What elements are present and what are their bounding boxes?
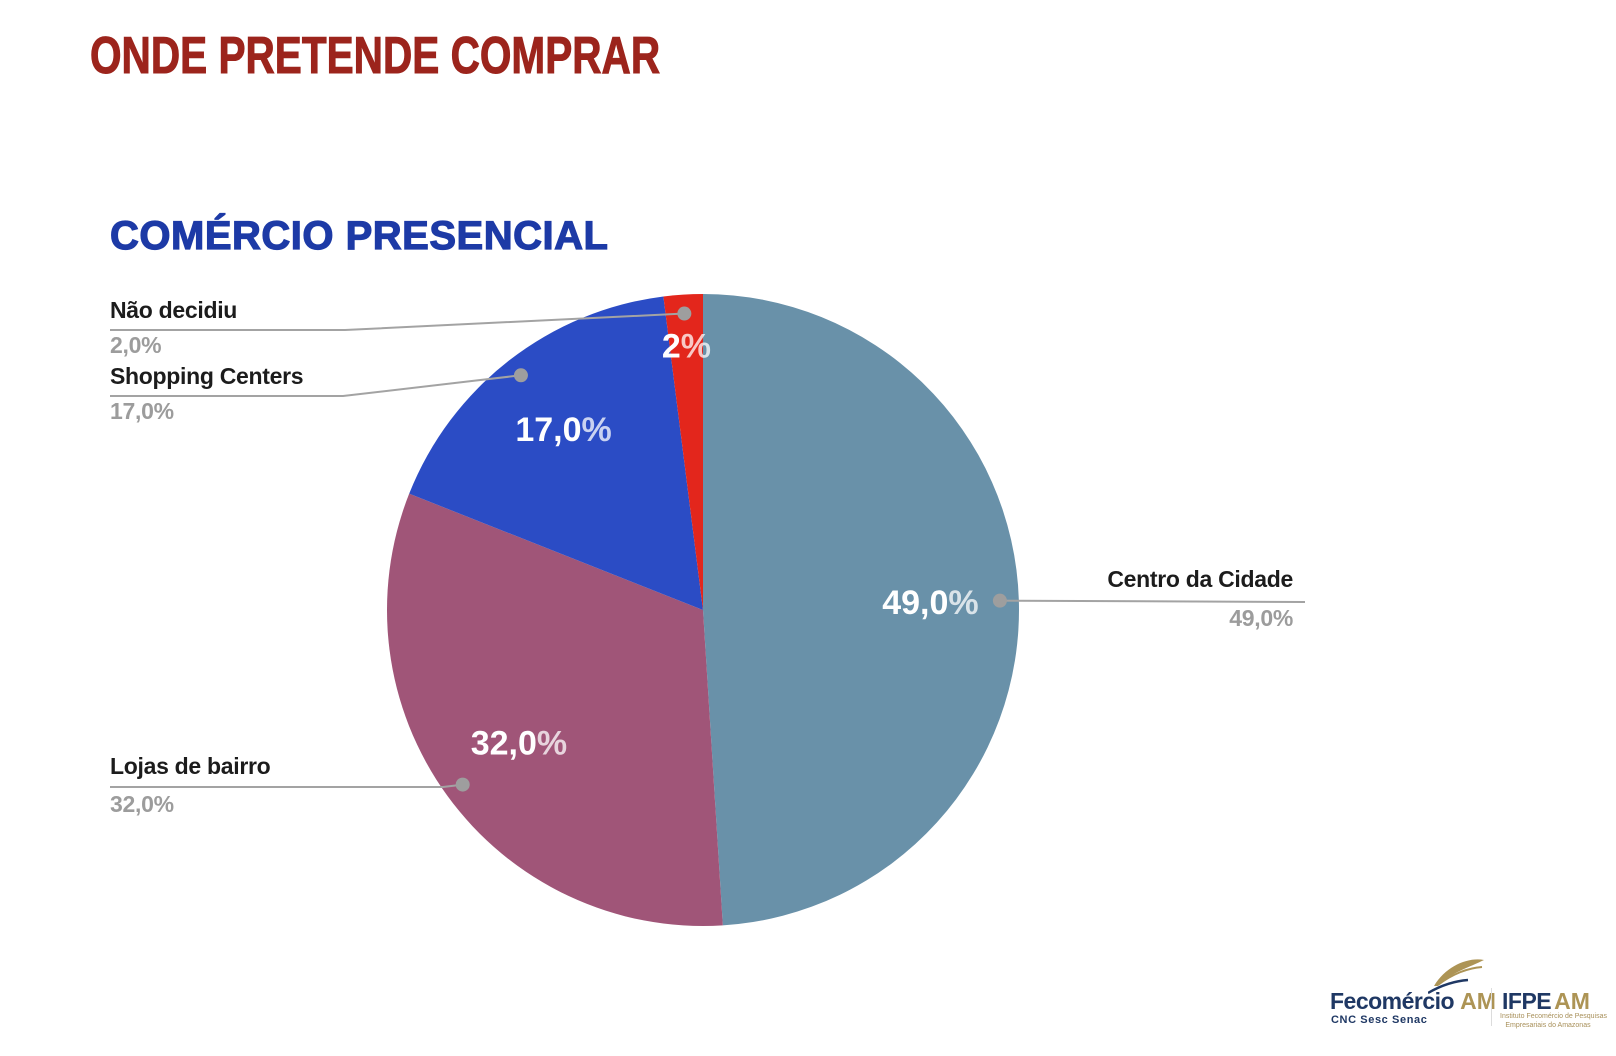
pie-inside-label-centro-da-cidade: 49,0% [882,584,978,622]
leader-dot-centro-da-cidade [992,593,1007,608]
pie-slice-não-decidiu [663,294,703,610]
callout-name: Lojas de bairro [110,753,271,779]
callout-label-lojas-de-bairro: Lojas de bairro [110,753,271,779]
callout-pct-centro-da-cidade: 49,0% [983,607,1293,630]
pie-inside-label-lojas-de-bairro: 32,0% [471,725,567,763]
fecomercio-region: AM [1460,988,1496,1014]
leader-line-lojas-de-bairro [110,783,463,788]
pie-slice-centro-da-cidade [703,294,1020,926]
leader-line-não-decidiu [110,312,685,331]
page-title: ONDE PRETENDE COMPRAR [90,27,661,85]
callout-label-nao-decidiu: Não decidiu [110,299,237,322]
leader-dot-shopping-centers [513,368,528,383]
fecomercio-logo: Fecomércio AM [1330,988,1496,1015]
callout-pct-lojas-de-bairro: 32,0% [110,793,174,816]
leader-line-shopping-centers [110,374,522,397]
fecomercio-brand: Fecomércio [1330,988,1455,1014]
ifpe-brand: IFPE [1502,988,1552,1014]
callout-pct: 17,0% [110,398,174,424]
ifpe-region: AM [1554,988,1590,1014]
callout-label-centro-da-cidade: Centro da Cidade [983,568,1293,591]
ifpe-subtext-line1: Instituto Fecomércio de Pesquisas [1500,1013,1607,1020]
fecomercio-tagline: CNC Sesc Senac [1331,1014,1428,1026]
callout-pct-shopping-centers: 17,0% [110,400,174,423]
pie-inside-label-não-decidiu: 2% [662,328,711,366]
callout-pct: 32,0% [110,791,174,817]
callout-pct-nao-decidiu: 2,0% [110,332,162,358]
callout-name: Não decidiu [110,297,238,323]
callout-pct: 49,0% [1229,605,1293,631]
ifpe-subtext-line2: Empresariais do Amazonas [1505,1022,1591,1029]
ifpe-subtext: Instituto Fecomércio de Pesquisas Empres… [1500,1012,1607,1030]
logo-divider [1491,988,1492,1026]
footer-logos: Fecomércio AM CNC Sesc Senac IFPE AM Insti… [1310,940,1607,1040]
callout-label-shopping-centers: Shopping Centers [110,363,304,389]
callout-name: Shopping Centers [110,363,304,389]
chart-title: COMÉRCIO PRESENCIAL [109,214,609,258]
leader-dot-não-decidiu [677,306,692,321]
callout-pct: 2,0% [110,332,162,358]
pie-inside-label-shopping-centers: 17,0% [515,411,611,449]
pie-slice-lojas-de-bairro [386,493,723,926]
feather-icon [1428,959,1484,994]
callout-name: Centro da Cidade [1107,566,1293,592]
ifpe-logo: IFPE AM [1502,988,1590,1015]
pie-slice-shopping-centers [409,296,703,610]
leader-line-centro-da-cidade [999,599,1306,603]
leader-dot-lojas-de-bairro [455,777,470,792]
